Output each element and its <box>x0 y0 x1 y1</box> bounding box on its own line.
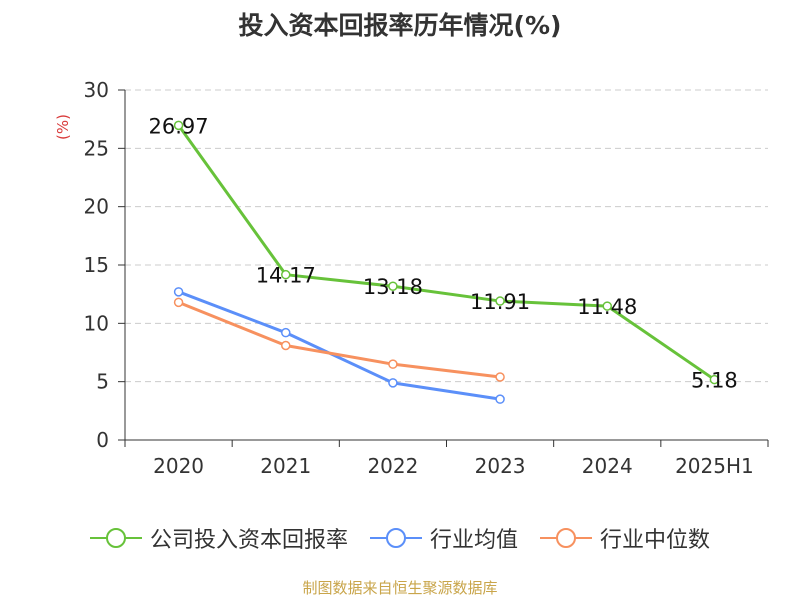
legend-item-0[interactable]: 公司投入资本回报率 <box>89 522 348 554</box>
x-tick-label: 2024 <box>582 454 633 478</box>
grid-lines <box>125 89 768 383</box>
series-lines <box>173 120 720 404</box>
x-tick-label: 2021 <box>260 454 311 478</box>
data-point <box>495 372 505 382</box>
legend-label: 行业均值 <box>429 528 518 553</box>
axes: 0 5 10 15 20 25 30 2020 2021 2022 2023 2024 2025H1 <box>84 78 769 478</box>
data-point <box>495 394 505 404</box>
data-point <box>281 327 291 338</box>
data-label: 26.97 <box>149 114 209 138</box>
data-point <box>388 378 398 388</box>
legend-marker-circle <box>556 528 576 548</box>
x-tick-label: 2025H1 <box>675 454 754 478</box>
y-tick-label: 25 <box>84 136 109 160</box>
y-tick-label: 0 <box>96 428 109 452</box>
data-label: 14.17 <box>256 264 316 288</box>
data-label: 5.18 <box>691 369 738 393</box>
data-point <box>495 296 505 306</box>
data-point <box>602 301 612 311</box>
x-tick-label: 2020 <box>153 454 204 478</box>
series-line-1 <box>178 290 501 401</box>
legend-label: 行业中位数 <box>600 528 711 553</box>
legend-line-marker-icon <box>369 528 422 548</box>
data-label: 11.91 <box>470 290 530 314</box>
legend-marker-circle <box>385 528 406 548</box>
data-point <box>709 374 720 385</box>
source-note: 制图数据来自恒生聚源数据库 <box>302 579 498 597</box>
legend-item-1[interactable]: 行业均值 <box>369 522 518 554</box>
legend-item-2[interactable]: 行业中位数 <box>540 522 710 554</box>
y-tick-label: 5 <box>96 370 109 394</box>
x-tick-label: 2023 <box>475 454 526 478</box>
chart-title: 投入资本回报率历年情况(%) <box>238 11 562 40</box>
data-point <box>281 340 291 351</box>
y-tick-label: 30 <box>84 78 109 102</box>
legend: 公司投入资本回报率 行业均值 行业中位数 <box>0 520 800 556</box>
data-label: 11.48 <box>577 295 637 319</box>
data-label: 13.18 <box>363 275 423 299</box>
y-tick-label: 10 <box>84 311 109 335</box>
legend-line-marker-icon <box>540 528 592 548</box>
data-point <box>388 359 398 369</box>
data-point <box>173 120 184 131</box>
legend-label: 公司投入资本回报率 <box>149 528 348 553</box>
series-line-2 <box>178 300 501 379</box>
y-tick-label: 15 <box>84 253 109 277</box>
data-labels: 26.97 14.17 13.18 11.91 11.48 5.18 <box>149 114 738 392</box>
x-tick-label: 2022 <box>367 454 418 478</box>
y-axis-unit-label: (%) <box>54 114 72 140</box>
legend-marker-circle <box>105 528 126 548</box>
data-point <box>281 269 291 280</box>
data-point <box>388 281 398 291</box>
data-point <box>173 297 184 308</box>
y-tick-label: 20 <box>84 195 109 219</box>
data-point <box>173 287 184 297</box>
series-line-0 <box>177 124 716 381</box>
legend-line-marker-icon <box>89 528 142 548</box>
